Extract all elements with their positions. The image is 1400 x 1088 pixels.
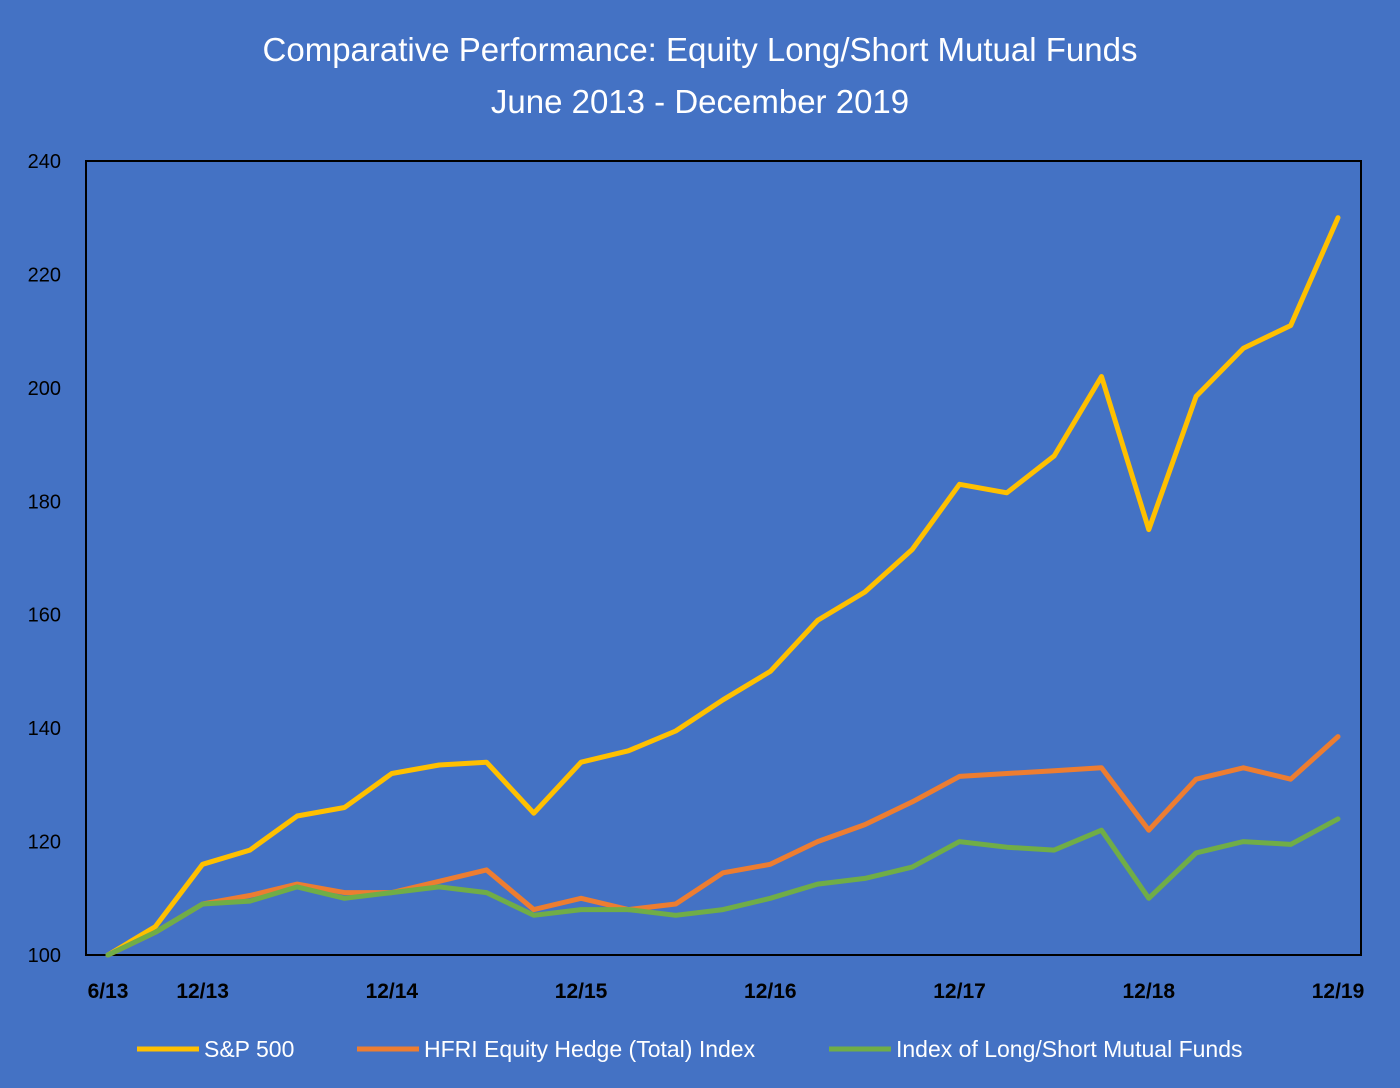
x-tick-label-12-19: 12/19 <box>1312 980 1365 1003</box>
series-line-1 <box>105 215 1341 958</box>
y-tick-label-120: 120 <box>28 832 61 854</box>
legend-label-3: Index of Long/Short Mutual Funds <box>896 1036 1243 1062</box>
y-tick-label-100: 100 <box>28 945 61 967</box>
x-tick-label-12-16: 12/16 <box>744 980 797 1003</box>
legend-label-1: S&P 500 <box>204 1036 294 1062</box>
y-tick-label-220: 220 <box>28 264 61 286</box>
x-tick-label-12-18: 12/18 <box>1122 980 1175 1003</box>
y-tick-label-240: 240 <box>28 151 61 173</box>
series-line-3 <box>105 816 1341 958</box>
y-tick-label-200: 200 <box>28 378 61 400</box>
x-axis: 6/13 12/13 12/14 12/15 12/16 12/17 12/18 12/19 <box>88 980 1365 1003</box>
x-tick-label-12-15: 12/15 <box>555 980 608 1003</box>
x-tick-label-12-13: 12/13 <box>176 980 229 1003</box>
x-tick-label-12-17: 12/17 <box>933 980 986 1003</box>
x-tick-label-12-14: 12/14 <box>366 980 419 1003</box>
legend-label-2: HFRI Equity Hedge (Total) Index <box>424 1036 756 1062</box>
chart-subtitle: June 2013 - December 2019 <box>491 83 909 120</box>
y-tick-label-180: 180 <box>28 491 61 513</box>
y-tick-label-160: 160 <box>28 605 61 627</box>
legend: S&P 500 HFRI Equity Hedge (Total) Index In… <box>137 1036 1243 1062</box>
y-tick-label-140: 140 <box>28 718 61 740</box>
plot-area <box>85 160 1362 956</box>
chart-title: Comparative Performance: Equity Long/Sho… <box>263 31 1138 68</box>
x-tick-label-6-13: 6/13 <box>88 980 129 1003</box>
series-line-2 <box>105 734 1341 958</box>
y-axis: 100 120 140 160 180 200 220 240 <box>28 151 61 967</box>
series-lines <box>105 215 1341 958</box>
